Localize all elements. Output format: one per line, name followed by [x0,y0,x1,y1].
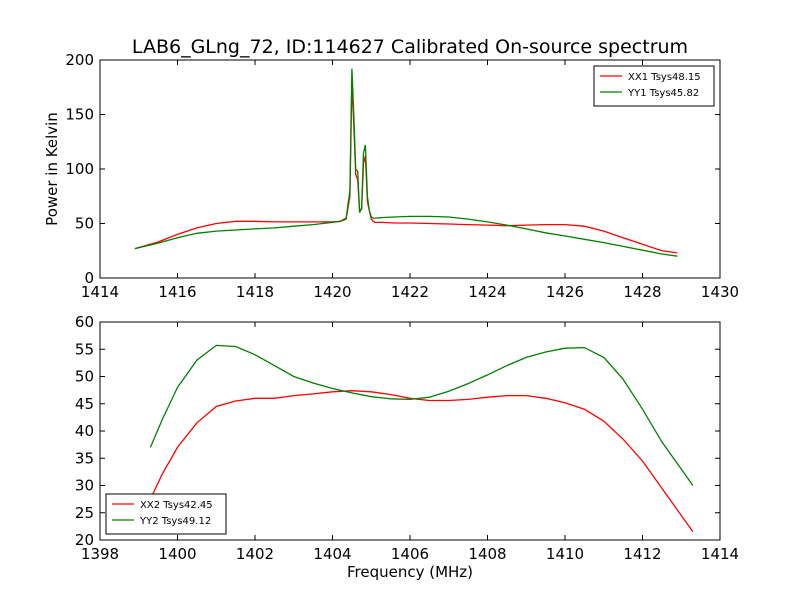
x-tick-label: 1420 [313,283,351,301]
y-tick-label: 0 [84,269,94,287]
x-tick-label: 1414 [701,545,739,563]
y-tick-label: 100 [65,160,94,178]
legend-box [593,65,715,107]
y-tick-label: 50 [75,368,94,386]
x-axis-label: Frequency (MHz) [347,563,473,581]
y-tick-label: 60 [75,313,94,331]
x-tick-label: 1414 [81,283,119,301]
legend-label: YY1 Tsys45.82 [627,88,699,99]
y-tick-label: 20 [75,531,94,549]
y-tick-label: 55 [75,340,94,358]
y-tick-label: 35 [75,449,94,467]
x-tick-label: 1428 [623,283,661,301]
y-tick-label: 40 [75,422,94,440]
x-tick-label: 1404 [313,545,351,563]
y-tick-label: 50 [75,215,94,233]
figure-title: LAB6_GLng_72, ID:114627 Calibrated On-so… [132,36,688,58]
series-line-1 [149,390,694,533]
bottom-plot: 1398 1400 1402 1404 1406 1408 1410 1412 1414 20 25… [75,313,739,563]
x-tick-label: 1416 [158,283,196,301]
top-plot: 1414 1416 1418 1420 1422 1424 1426 1428 1430 0 50 1… [43,51,739,301]
x-tick-label: 1426 [546,283,584,301]
legend: XX2 Tsys42.45 YY2 Tsys49.12 [105,493,227,535]
x-tick-label: 1398 [81,545,119,563]
legend: XX1 Tsys48.15 YY1 Tsys45.82 [593,65,715,107]
series-line-2 [134,68,678,257]
x-tick-label: 1410 [546,545,584,563]
legend-box [105,493,227,535]
x-tick-label: 1402 [236,545,274,563]
x-tick-label: 1412 [623,545,661,563]
legend-label: YY2 Tsys49.12 [139,516,211,527]
y-tick-label: 150 [65,106,94,124]
series-line-2 [149,344,694,486]
x-tick-label: 1408 [468,545,506,563]
x-tick-label: 1422 [391,283,429,301]
y-tick-label: 45 [75,395,94,413]
y-tick-label: 30 [75,477,94,495]
legend-label: XX2 Tsys42.45 [140,500,213,511]
y-tick-label: 25 [75,504,94,522]
x-tick-label: 1430 [701,283,739,301]
x-tick-label: 1424 [468,283,506,301]
x-tick-label: 1400 [158,545,196,563]
x-tick-label: 1418 [236,283,274,301]
x-tick-label: 1406 [391,545,429,563]
legend-label: XX1 Tsys48.15 [628,72,701,83]
y-tick-label: 200 [65,51,94,69]
y-axis-label: Power in Kelvin [43,112,61,226]
